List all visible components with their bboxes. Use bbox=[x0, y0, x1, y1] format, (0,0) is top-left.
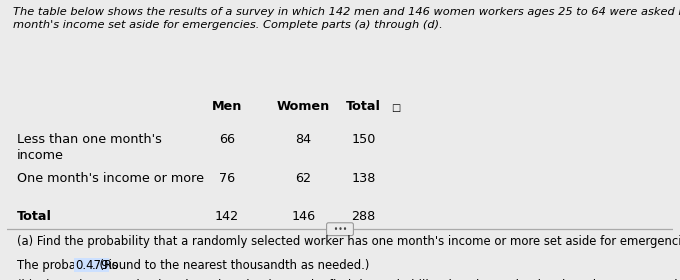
Text: Total: Total bbox=[346, 100, 381, 113]
Text: The table below shows the results of a survey in which 142 men and 146 women wor: The table below shows the results of a s… bbox=[14, 7, 680, 30]
Text: 76: 76 bbox=[219, 172, 235, 185]
Text: 138: 138 bbox=[351, 172, 375, 185]
Text: 62: 62 bbox=[295, 172, 311, 185]
Text: □: □ bbox=[391, 103, 400, 113]
Text: . (Round to the nearest thousandth as needed.): . (Round to the nearest thousandth as ne… bbox=[92, 258, 370, 272]
Text: (b) Given that a randomly selected worker is a male, find the probability that t: (b) Given that a randomly selected worke… bbox=[17, 279, 680, 280]
Text: Less than one month's
income: Less than one month's income bbox=[17, 133, 162, 162]
Text: 146: 146 bbox=[291, 210, 316, 223]
Text: 66: 66 bbox=[219, 133, 235, 146]
Text: Women: Women bbox=[277, 100, 330, 113]
Text: 288: 288 bbox=[351, 210, 375, 223]
Text: The probability is: The probability is bbox=[17, 258, 122, 272]
Text: 0.479: 0.479 bbox=[75, 258, 109, 272]
Text: 84: 84 bbox=[295, 133, 311, 146]
Text: 150: 150 bbox=[351, 133, 375, 146]
Text: 142: 142 bbox=[215, 210, 239, 223]
Text: One month's income or more: One month's income or more bbox=[17, 172, 204, 185]
Text: (a) Find the probability that a randomly selected worker has one month's income : (a) Find the probability that a randomly… bbox=[17, 235, 680, 248]
Text: Men: Men bbox=[211, 100, 242, 113]
Text: Total: Total bbox=[17, 210, 52, 223]
Text: •••: ••• bbox=[328, 225, 352, 234]
